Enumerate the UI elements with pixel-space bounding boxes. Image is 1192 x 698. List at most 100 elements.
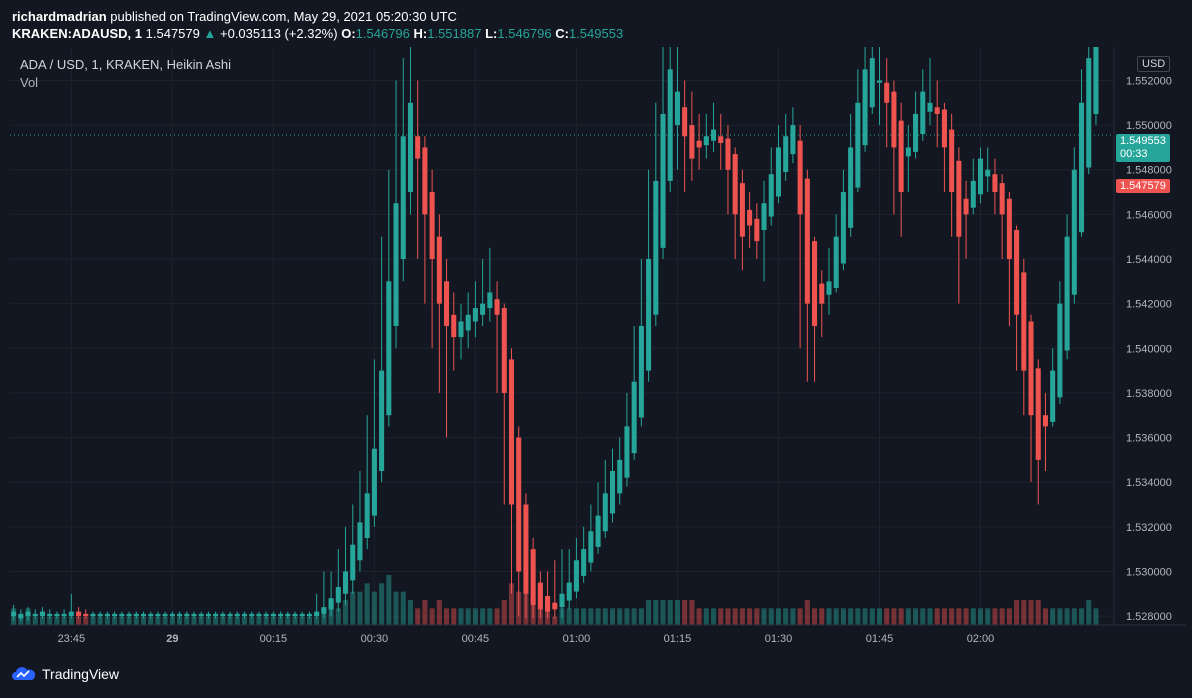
candle-body [169, 613, 175, 617]
volume-bar [133, 616, 139, 625]
candle-body [285, 613, 291, 617]
candle-body [379, 370, 385, 472]
volume-bar [465, 608, 471, 625]
symbol-label: KRAKEN:ADAUSD, 1 [12, 26, 143, 41]
candle-body [992, 174, 998, 193]
candle-body [335, 587, 341, 603]
volume-bar [949, 608, 955, 625]
candle-body [905, 147, 911, 157]
chart-area[interactable]: 1.552000 1.550000 1.548000 1.546000 1.544000… [10, 47, 1186, 653]
candle-body [530, 549, 536, 605]
volume-bar [54, 616, 60, 625]
volume-bar [429, 608, 435, 625]
price-tick-label: 1.528000 [1126, 611, 1172, 623]
candle-body [754, 218, 760, 242]
candle-body [595, 515, 601, 547]
candle-body [703, 136, 709, 146]
currency-badge[interactable]: USD [1137, 56, 1171, 72]
volume-bar [970, 608, 976, 625]
candle-body [1093, 47, 1099, 114]
candle-body [747, 209, 753, 226]
volume-bar [234, 616, 240, 625]
candle-body [415, 136, 421, 159]
volume-bar [754, 608, 760, 625]
volume-bar [783, 608, 789, 625]
candle-body [436, 236, 442, 304]
volume-bar [32, 616, 38, 625]
candle-body [328, 598, 334, 610]
candle-body [819, 283, 825, 304]
candle-body [537, 582, 543, 610]
candle-body [999, 183, 1005, 215]
candle-body [862, 69, 868, 146]
candle-body [11, 611, 17, 617]
volume-bar [646, 600, 652, 625]
candle-body [234, 613, 240, 617]
volume-bar [682, 600, 688, 625]
volume-bar [761, 608, 767, 625]
candle-body [985, 169, 991, 177]
candle-body [205, 613, 211, 617]
candle-body [804, 178, 810, 304]
current-price-value: 1.549553 [1120, 135, 1166, 147]
candle-body [133, 613, 139, 617]
candle-body [545, 595, 551, 612]
volume-bar [573, 608, 579, 625]
candle-body [508, 359, 515, 505]
candle-body [682, 107, 688, 137]
volume-bar [552, 616, 558, 625]
volume-bar [588, 608, 594, 625]
candle-body [119, 613, 125, 617]
volume-bar [126, 616, 132, 625]
volume-bar [155, 616, 161, 625]
author-name[interactable]: richardmadrian [12, 9, 107, 24]
volume-legend[interactable]: Vol [20, 75, 39, 90]
candle-body [609, 471, 616, 514]
tradingview-logo[interactable]: TradingView [12, 666, 119, 682]
volume-bar [407, 600, 413, 625]
candle-body [1006, 198, 1012, 260]
candle-body [1050, 370, 1056, 422]
price-axis: 1.552000 1.550000 1.548000 1.546000 1.544000… [1113, 47, 1186, 653]
candle-body [90, 613, 96, 617]
volume-bar [198, 616, 204, 625]
candle-body [1079, 102, 1085, 233]
candlestick-chart[interactable]: 1.552000 1.550000 1.548000 1.546000 1.544000… [10, 47, 1186, 653]
candle-body [761, 203, 767, 230]
candle-body [1042, 415, 1048, 427]
volume-bar [718, 608, 724, 625]
up-arrow-icon: ▲ [203, 26, 217, 41]
candle-body [566, 582, 572, 601]
volume-bar [1050, 608, 1056, 625]
footer: TradingView [0, 656, 1192, 698]
volume-bar [985, 608, 991, 625]
volume-bar [1021, 600, 1027, 625]
candle-body [573, 560, 579, 592]
legend-title[interactable]: ADA / USD, 1, KRAKEN, Heikin Ashi [20, 57, 231, 72]
candle-body [768, 174, 774, 217]
candle-body [1014, 229, 1020, 315]
candle-body [941, 109, 947, 148]
candle-body [638, 325, 644, 418]
time-tick-label: 23:45 [58, 633, 86, 645]
volume-bar [227, 616, 233, 625]
candle-body [674, 91, 680, 126]
volume-bar [775, 608, 781, 625]
candle-body [1071, 169, 1077, 295]
volume-bar [47, 616, 53, 625]
brand-name: TradingView [42, 666, 120, 682]
price-tick-label: 1.544000 [1126, 254, 1172, 266]
volume-bar [458, 608, 464, 625]
volume-bar [581, 608, 587, 625]
candle-body [292, 613, 298, 617]
volume-bar [747, 608, 753, 625]
candle-body [480, 303, 486, 315]
candle-body [696, 140, 702, 148]
candles [11, 47, 1099, 621]
low-value: 1.546796 [497, 26, 552, 41]
volume-bar [927, 608, 933, 625]
volume-bar [609, 608, 616, 625]
candle-body [869, 58, 875, 108]
open-label: O: [341, 26, 356, 41]
candle-body [797, 140, 803, 215]
